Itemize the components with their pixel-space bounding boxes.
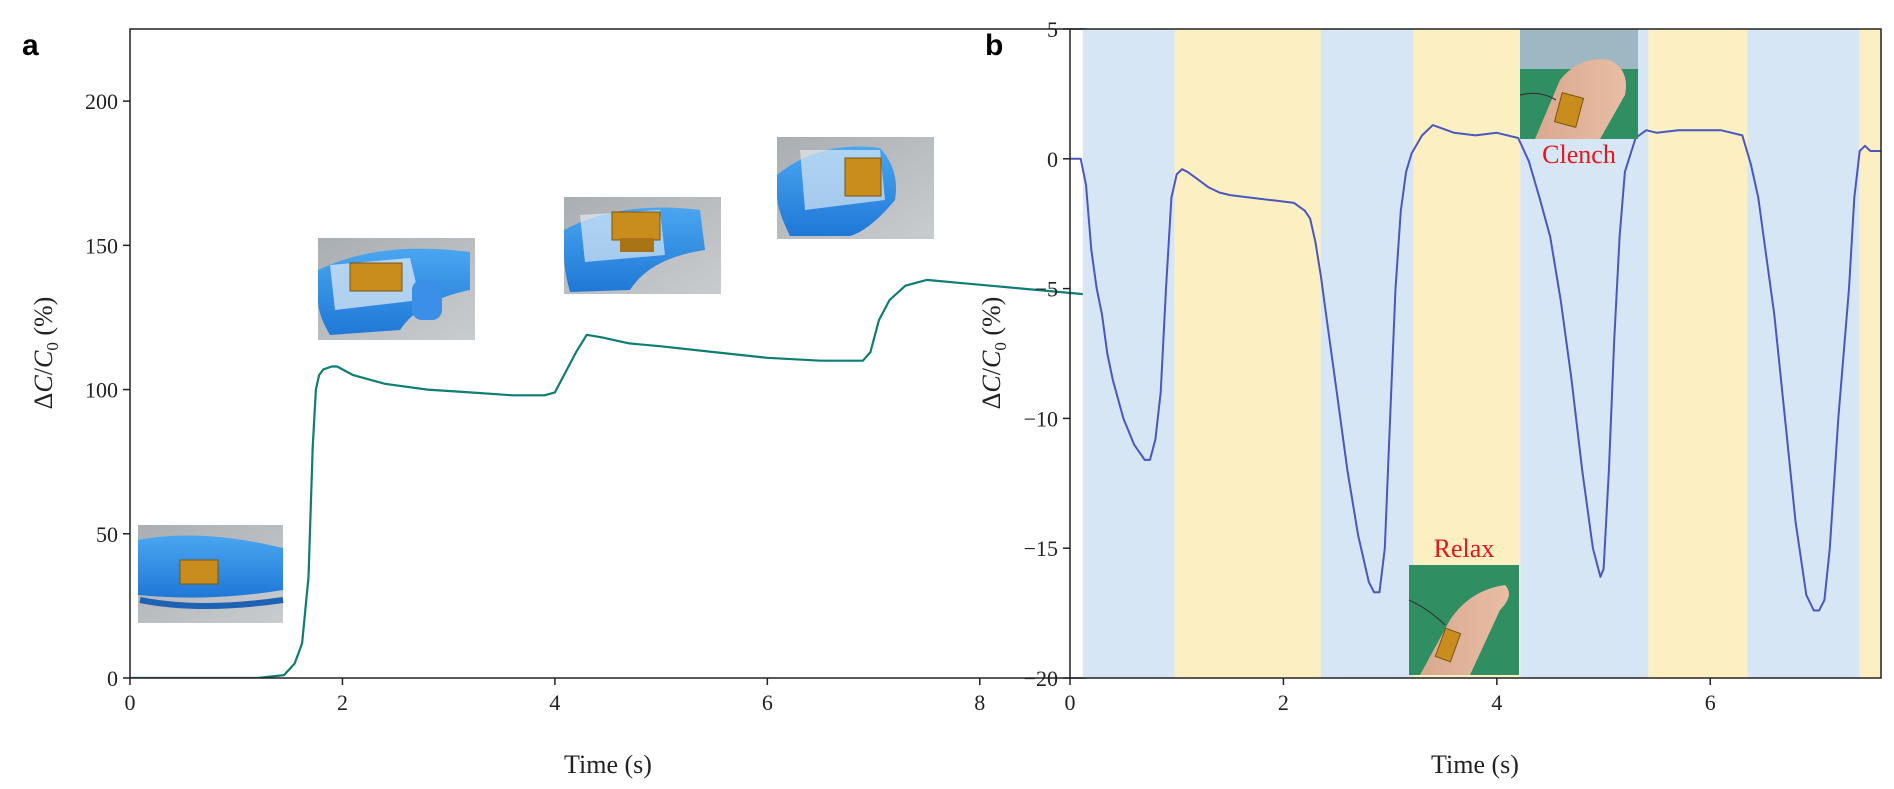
x-tick-label: 0 xyxy=(1065,690,1076,715)
phase-band-6 xyxy=(1747,29,1860,678)
phase-band-7 xyxy=(1859,29,1881,678)
y-tick-label: 150 xyxy=(85,233,118,258)
y-tick-label: 100 xyxy=(85,378,118,403)
series-line-a xyxy=(130,278,1086,678)
x-axis-b: 0 2 4 6 xyxy=(1065,678,1716,715)
x-tick-label: 8 xyxy=(974,690,985,715)
finger-photo-bend-3 xyxy=(777,137,934,239)
relax-annotation: Relax xyxy=(1434,534,1495,563)
y-tick-label: −15 xyxy=(1024,536,1058,561)
y-tick-label: −5 xyxy=(1035,277,1058,302)
finger-photo-bend-1 xyxy=(318,238,475,340)
y-axis-a: 0 50 100 150 200 xyxy=(85,89,130,691)
x-tick-label: 0 xyxy=(125,690,136,715)
x-axis-label-a: Time (s) xyxy=(564,750,652,779)
y-axis-label-b: ΔC/C0 (%) xyxy=(977,297,1010,410)
plot-area-a xyxy=(130,137,1086,678)
y-tick-label: −10 xyxy=(1024,406,1058,431)
finger-photo-straight xyxy=(138,525,284,623)
wrist-photo-clench xyxy=(1519,29,1638,139)
wrist-photo-relax xyxy=(1408,565,1519,675)
clench-annotation: Clench xyxy=(1542,140,1616,169)
panel-a: a xyxy=(22,28,1087,779)
y-tick-label: 200 xyxy=(85,89,118,114)
y-tick-label: −20 xyxy=(1024,666,1058,691)
x-tick-label: 4 xyxy=(549,690,560,715)
y-tick-label: 0 xyxy=(1047,147,1058,172)
y-axis-label-a: ΔC/C0 (%) xyxy=(29,297,62,410)
y-tick-label: 0 xyxy=(107,666,118,691)
phase-band-2 xyxy=(1320,29,1414,678)
y-tick-label: 50 xyxy=(96,522,118,547)
y-tick-label: 5 xyxy=(1047,17,1058,42)
panel-a-label: a xyxy=(22,29,39,62)
x-tick-label: 4 xyxy=(1491,690,1502,715)
plot-area-b: Clench Relax xyxy=(1070,29,1881,678)
y-axis-b: 5 0 −5 −10 −15 −20 xyxy=(1024,17,1070,691)
x-tick-label: 2 xyxy=(337,690,348,715)
finger-photo-bend-2 xyxy=(564,197,721,294)
x-tick-label: 6 xyxy=(1705,690,1716,715)
phase-bands xyxy=(1082,29,1881,678)
panel-b: b Clench Relax 0 2 4 6 5 0 −5 xyxy=(977,17,1882,779)
phase-band-1 xyxy=(1174,29,1321,678)
panel-b-label: b xyxy=(985,29,1003,62)
x-axis-label-b: Time (s) xyxy=(1431,750,1519,779)
phase-band-0 xyxy=(1082,29,1175,678)
x-tick-label: 6 xyxy=(762,690,773,715)
phase-band-5 xyxy=(1648,29,1748,678)
x-tick-label: 2 xyxy=(1278,690,1289,715)
axes-frame-b xyxy=(1069,28,1882,679)
x-axis-a: 0 2 4 6 8 xyxy=(125,678,985,715)
series-line-b xyxy=(1070,124,1881,612)
